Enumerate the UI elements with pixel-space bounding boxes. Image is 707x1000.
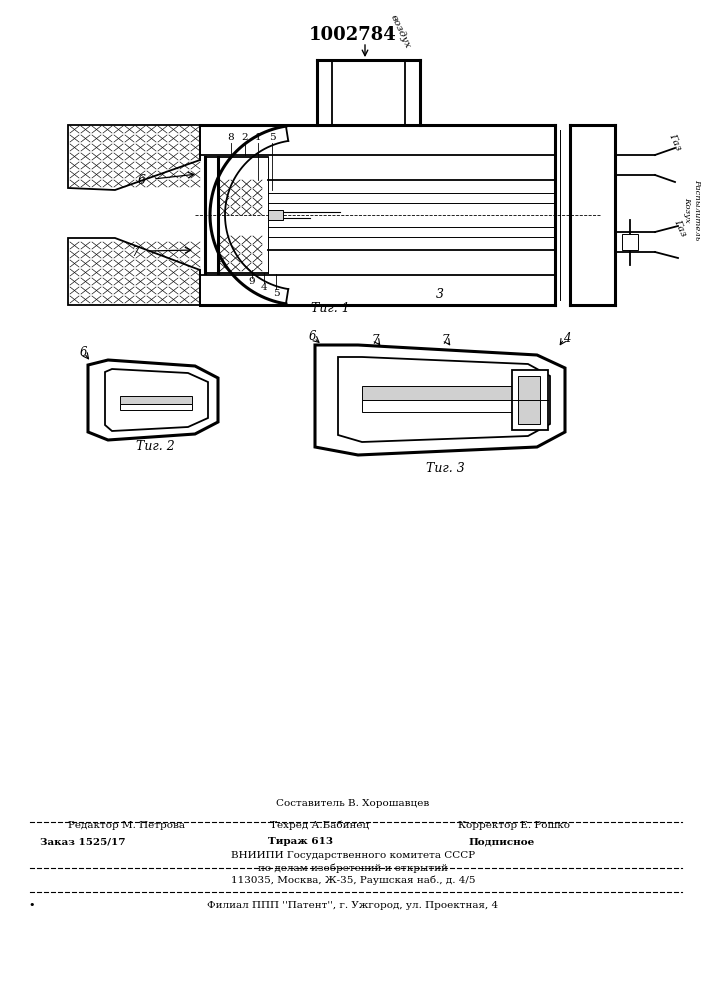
Text: 9: 9 [249,277,255,286]
Text: Τиг. 3: Τиг. 3 [426,462,464,475]
Text: Подписное: Подписное [468,838,534,846]
Text: ВНИИПИ Государственного комитета СССР: ВНИИПИ Государственного комитета СССР [231,850,475,859]
Bar [512,370,548,430]
Text: 8: 8 [228,133,234,142]
Text: 4: 4 [261,284,267,292]
Text: Газ: Газ [667,132,683,152]
Bar [622,234,638,250]
Text: 6: 6 [138,174,146,186]
Text: 7: 7 [371,334,379,347]
Bar [362,400,512,412]
Text: 4: 4 [563,332,571,344]
Polygon shape [68,125,200,190]
Text: воздух: воздух [388,13,411,50]
Text: 1: 1 [255,133,262,142]
Polygon shape [338,357,550,442]
Text: 6: 6 [79,346,87,359]
Polygon shape [315,345,565,455]
Bar [120,396,192,404]
Text: Тираж 613: Тираж 613 [268,838,333,846]
Text: Техред А.Бабинец: Техред А.Бабинец [270,820,369,830]
Text: Составитель В. Хорошавцев: Составитель В. Хорошавцев [276,798,430,808]
Text: Τиг. 2: Τиг. 2 [136,440,175,454]
Text: 5: 5 [269,133,275,142]
Polygon shape [88,360,218,440]
Text: 113035, Москва, Ж-35, Раушская наб., д. 4/5: 113035, Москва, Ж-35, Раушская наб., д. … [230,875,475,885]
Text: Газ: Газ [672,218,688,238]
Bar [120,404,192,410]
Text: 5: 5 [273,290,279,298]
Text: по делам изобретений и открытий: по делам изобретений и открытий [258,863,448,873]
Polygon shape [105,369,208,431]
Text: Корректор Е. Рошко: Корректор Е. Рошко [458,820,570,830]
Text: 3: 3 [436,288,444,302]
Text: Редактор М. Петрова: Редактор М. Петрова [68,820,185,830]
Bar [518,376,540,424]
Text: 7: 7 [131,245,139,258]
Text: 7: 7 [441,334,449,347]
Text: Заказ 1525/17: Заказ 1525/17 [40,838,126,846]
Text: Τиг. 1: Τиг. 1 [310,302,349,314]
Bar [268,210,283,220]
Text: Распылитель: Распылитель [693,179,701,241]
Text: Козух: Козух [683,197,691,223]
Text: 2: 2 [242,133,248,142]
Text: •: • [29,900,35,910]
Text: 6: 6 [308,330,316,344]
Bar [362,386,512,400]
Text: 1002784: 1002784 [309,26,397,44]
Polygon shape [68,238,200,305]
Text: Филиал ППП ''Патент'', г. Ужгород, ул. Проектная, 4: Филиал ППП ''Патент'', г. Ужгород, ул. П… [207,900,498,910]
